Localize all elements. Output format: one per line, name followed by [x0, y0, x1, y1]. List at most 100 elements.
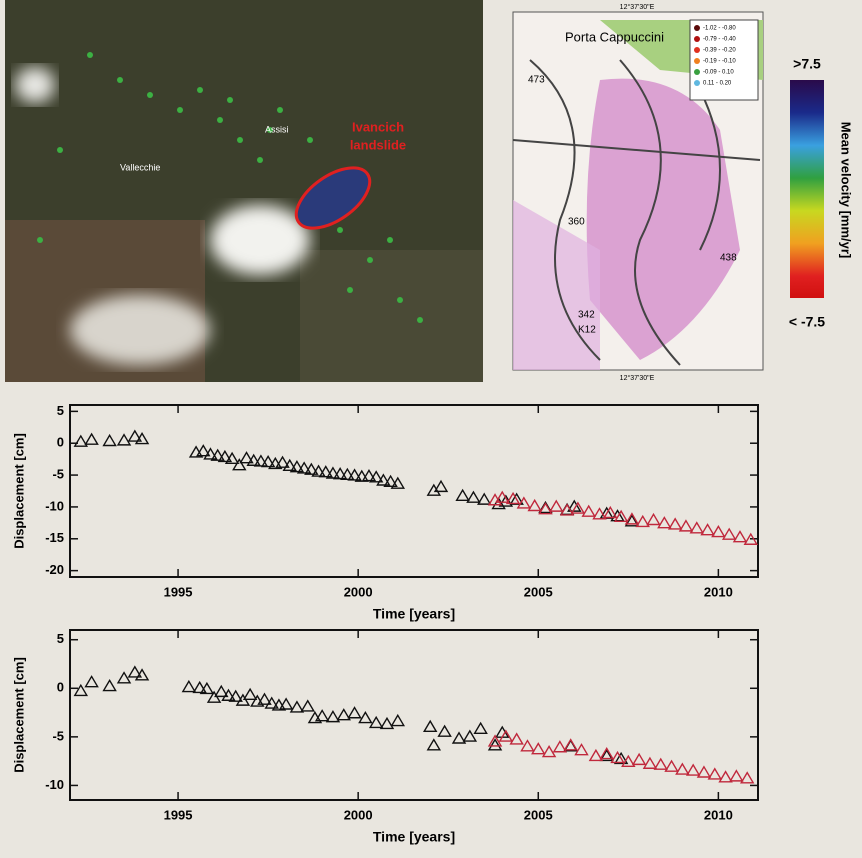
data-point	[73, 683, 89, 697]
data-point	[390, 476, 406, 489]
data-point	[358, 711, 373, 724]
data-point	[127, 429, 143, 442]
colorbar-label: >7.5	[793, 56, 821, 72]
data-point	[278, 697, 294, 710]
data-point	[289, 700, 305, 713]
data-point	[332, 467, 348, 480]
colorbar	[790, 80, 824, 298]
data-point	[203, 447, 218, 460]
legend-swatch	[694, 36, 700, 42]
data-point	[613, 751, 629, 765]
data-point	[466, 490, 481, 503]
data-point	[217, 449, 233, 463]
x-tick-label: 2005	[524, 807, 553, 822]
data-point	[368, 470, 384, 483]
data-point	[631, 752, 647, 766]
data-point	[340, 467, 355, 480]
data-point	[376, 473, 391, 486]
data-point	[603, 505, 618, 519]
data-point	[289, 460, 305, 473]
data-point	[368, 715, 384, 729]
data-point	[206, 690, 222, 703]
data-point	[451, 731, 467, 744]
data-point	[257, 692, 272, 705]
map-label: 438	[720, 253, 737, 264]
data-point	[732, 530, 748, 543]
data-point	[707, 767, 722, 780]
data-point	[232, 458, 247, 471]
data-point	[422, 719, 438, 733]
data-point	[455, 488, 470, 501]
data-point	[477, 492, 492, 505]
x-tick-label: 2010	[704, 807, 733, 822]
data-point	[739, 771, 755, 784]
data-point	[336, 708, 351, 721]
data-point	[642, 756, 658, 769]
data-point	[84, 432, 99, 445]
map: 12°37'30"E 12°37'30"E Porta Cappuccini 4…	[512, 3, 764, 382]
place-label: Vallecchie	[120, 162, 160, 172]
data-point	[563, 738, 578, 751]
data-point	[361, 468, 377, 482]
data-point	[570, 501, 586, 514]
y-axis-label: Displacement [cm]	[11, 657, 26, 773]
data-point	[347, 468, 362, 481]
data-point	[242, 687, 258, 700]
data-point	[214, 684, 229, 698]
data-point	[635, 514, 650, 528]
data-point	[282, 458, 297, 472]
data-point	[116, 433, 132, 446]
data-point	[354, 469, 369, 482]
data-point	[84, 675, 99, 688]
data-point	[592, 507, 607, 520]
map-label: 342	[578, 310, 595, 321]
data-point	[621, 754, 636, 768]
data-point	[624, 514, 640, 527]
x-tick-label: 2000	[344, 584, 373, 599]
colorbar-title: Mean velocity [mm/yr]	[839, 122, 854, 259]
data-point	[224, 451, 240, 465]
data-point	[567, 499, 582, 512]
data-point	[192, 680, 207, 694]
y-tick-label: -10	[45, 498, 64, 513]
data-point	[196, 444, 211, 457]
y-tick-label: -10	[45, 777, 64, 792]
data-point	[675, 762, 690, 775]
data-point	[700, 523, 715, 536]
plot-frame	[69, 404, 759, 578]
map-label: Porta Cappuccini	[565, 29, 664, 44]
y-tick-label: -5	[52, 728, 64, 743]
data-point	[426, 738, 442, 751]
data-point	[664, 759, 679, 772]
map-label: 360	[568, 217, 585, 228]
y-tick-label: -5	[52, 467, 64, 482]
data-point	[549, 499, 564, 512]
legend-label: 0.11 - 0.20	[703, 81, 732, 87]
legend-label: -0.09 - 0.10	[703, 70, 734, 76]
data-point	[433, 479, 449, 493]
data-point	[599, 748, 614, 762]
data-point	[581, 504, 596, 517]
legend-label: -0.19 - -0.10	[703, 59, 736, 65]
data-point	[667, 517, 683, 530]
data-point	[520, 739, 535, 752]
data-point	[134, 432, 150, 445]
data-point	[210, 448, 225, 461]
data-point	[221, 688, 236, 701]
x-tick-label: 1995	[164, 584, 193, 599]
data-point	[318, 465, 333, 478]
map-coordinate: 12°37'30"E	[620, 3, 655, 11]
landslide-label: landslide	[350, 137, 406, 152]
data-point	[487, 734, 503, 747]
map-label: K12	[578, 325, 596, 336]
data-point	[347, 706, 362, 719]
data-point	[541, 745, 557, 758]
legend-label: -0.79 - -0.40	[703, 37, 736, 43]
data-point	[527, 498, 542, 512]
data-point	[134, 668, 150, 681]
data-point	[239, 451, 254, 464]
data-point	[246, 453, 261, 466]
data-point	[102, 678, 117, 692]
data-point	[379, 716, 395, 730]
